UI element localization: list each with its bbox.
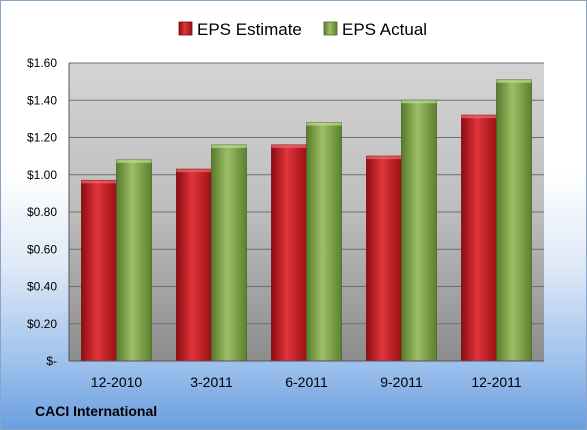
bar-estimate (81, 179, 117, 362)
y-tick-label: $0.40 (27, 280, 57, 294)
bar-top-highlight (496, 79, 532, 83)
y-tick-label: $1.40 (27, 93, 57, 107)
bars (81, 79, 532, 362)
company-label: CACI International (35, 403, 157, 419)
y-tick-label: $1.20 (27, 131, 57, 145)
legend: EPS Estimate EPS Actual (178, 20, 427, 39)
bar-top-highlight (271, 144, 307, 148)
y-tick-label: $1.00 (27, 168, 57, 182)
legend-label-estimate: EPS Estimate (197, 20, 302, 39)
bar-actual (401, 99, 437, 362)
y-tick-label: $1.60 (27, 56, 57, 70)
y-tick-label: $0.60 (27, 242, 57, 256)
bar-top-highlight (306, 122, 342, 126)
bar-top-highlight (116, 159, 152, 163)
bar-top-highlight (401, 100, 437, 104)
bar-estimate (461, 114, 497, 362)
legend-label-actual: EPS Actual (342, 20, 427, 39)
bar-actual (116, 159, 152, 362)
bar-estimate (176, 168, 212, 362)
bar-top-highlight (461, 115, 497, 119)
bar-estimate (271, 144, 307, 362)
y-tick-label: $0.20 (27, 317, 57, 331)
y-tick-label: $- (46, 354, 57, 368)
bar-estimate (366, 155, 402, 362)
bar-top-highlight (176, 169, 212, 173)
legend-swatch-estimate (178, 21, 193, 36)
bar-actual (211, 144, 247, 362)
bar-actual (306, 122, 342, 362)
legend-swatch-actual (323, 21, 338, 36)
axes: $- $0.20 $0.40 $0.60 $0.80 $1.00 $1.20 $1.40 $1.… (27, 56, 544, 390)
bar-actual (496, 79, 532, 362)
x-tick-label: 9-2011 (380, 374, 423, 390)
x-tick-label: 12-2011 (471, 374, 522, 390)
x-tick-label: 6-2011 (285, 374, 328, 390)
bar-top-highlight (211, 144, 247, 148)
x-tick-label: 3-2011 (190, 374, 233, 390)
bar-top-highlight (366, 156, 402, 160)
bar-top-highlight (81, 180, 117, 184)
y-tick-label: $0.80 (27, 205, 57, 219)
x-tick-label: 12-2010 (91, 374, 143, 390)
